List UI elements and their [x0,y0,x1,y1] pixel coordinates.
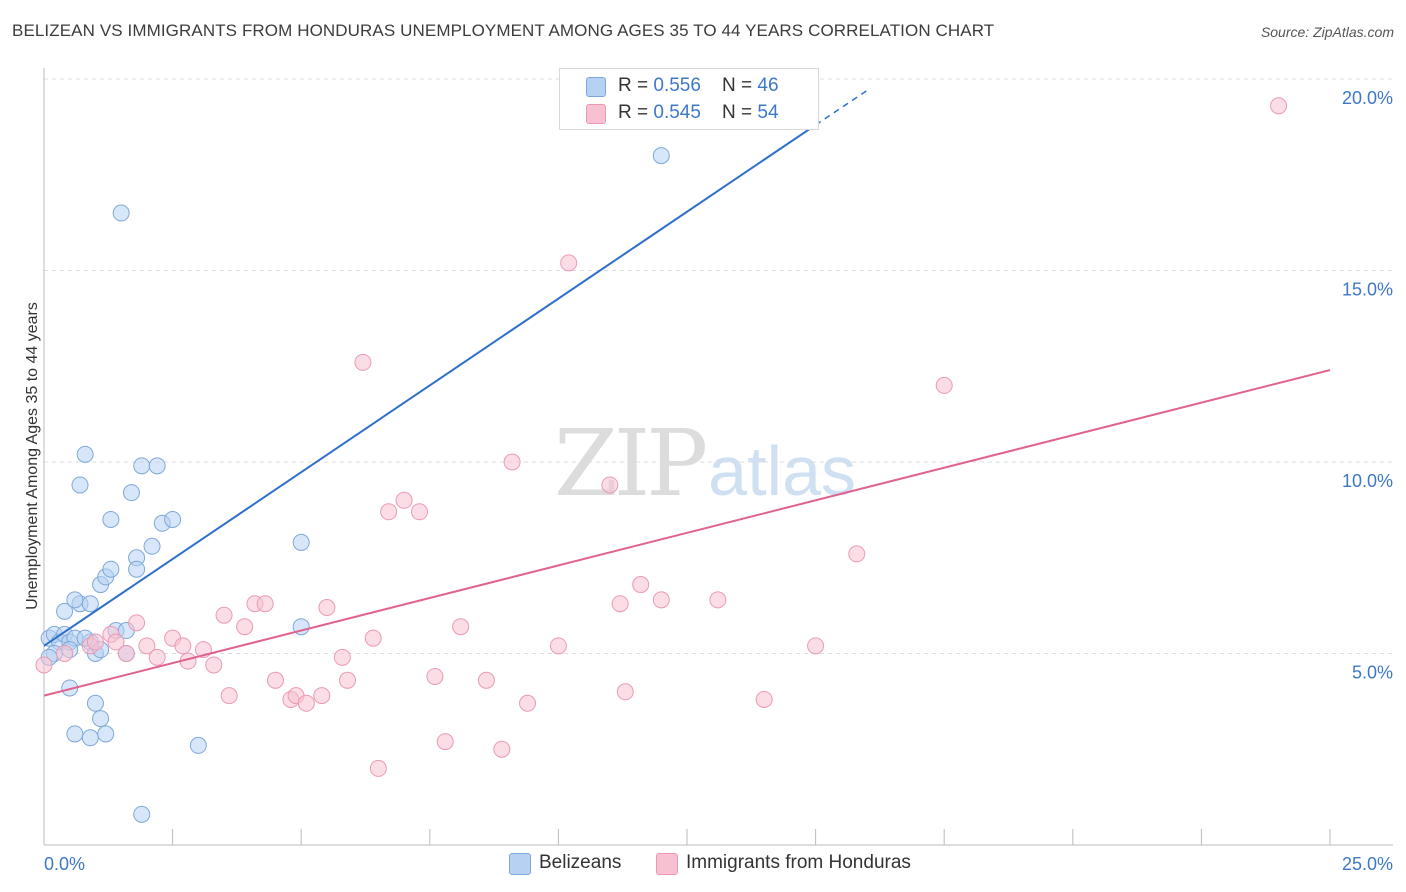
honduras-point [354,353,372,371]
legend-n-label: N = [722,102,758,123]
y-tick-label: 20.0% [1342,88,1393,108]
legend-n-value-honduras: 54 [757,102,779,123]
legend-n-value-belizeans: 46 [757,75,779,96]
belizean-point [189,736,207,754]
honduras-point [807,637,825,655]
source-label: Source: ZipAtlas.com [1260,24,1394,40]
honduras-point [117,645,135,662]
legend-r-value-belizeans: 0.556 [653,75,701,96]
legend-r-label: R = [618,102,654,123]
honduras-point [477,671,495,689]
honduras-point [493,740,511,758]
belizean-point [56,602,74,620]
belizean-point [292,533,310,551]
honduras-point [174,637,192,655]
belizean-point [102,560,120,578]
belizean-point [86,694,104,712]
honduras-point [519,694,537,712]
honduras-point [395,491,413,509]
honduras-point [848,545,866,563]
honduras-point [452,618,470,636]
honduras-point [616,683,634,701]
belizean-point [128,560,146,578]
legend-swatch-belizeans [586,77,606,97]
belizean-point [71,476,89,494]
honduras-point [935,376,953,394]
honduras-point [256,595,274,613]
honduras-point [338,671,356,689]
honduras-point [86,633,104,651]
honduras-point [128,614,146,632]
honduras-point [333,648,351,666]
belizean-point [148,457,166,475]
x-tick-label: 0.0% [44,854,85,874]
honduras-point [426,667,444,685]
belizean-point [652,147,670,165]
honduras-point [220,687,238,705]
honduras-point [411,503,429,521]
honduras-trend-line [43,369,1331,697]
y-axis-label: Unemployment Among Ages 35 to 44 years [24,302,41,610]
bottom-legend-label-honduras: Immigrants from Honduras [686,852,911,873]
belizean-point [122,484,140,502]
belizean-point [133,457,151,475]
belizean-point [102,510,120,528]
legend-r-label: R = [618,75,654,96]
honduras-point [632,576,650,594]
belizean-point [92,710,110,728]
honduras-point [297,694,315,712]
belizean-point [76,445,94,463]
y-tick-label: 10.0% [1342,471,1393,491]
legend-swatch-honduras [586,104,606,124]
honduras-point [560,254,578,272]
honduras-point [138,637,156,655]
honduras-point [755,690,773,708]
belizean-point [143,537,161,555]
honduras-point [503,453,521,471]
belizean-point [133,805,151,823]
honduras-point [313,687,331,705]
belizean-point [81,595,99,613]
honduras-point [236,618,254,636]
honduras-point [549,637,567,655]
watermark-zip: ZIP [554,410,708,517]
honduras-point [1270,97,1288,115]
belizean-point [97,725,115,743]
legend-r-value-honduras: 0.545 [653,102,701,123]
correlation-legend: R = 0.556 N = 46 R = 0.545 N = 54 [559,68,819,130]
honduras-point [380,503,398,521]
legend-n-label: N = [722,75,758,96]
honduras-point [436,733,454,751]
honduras-point [318,599,336,617]
honduras-point [364,629,382,647]
y-tick-label: 15.0% [1342,280,1393,300]
belizean-point [81,729,99,747]
honduras-point [56,645,74,662]
honduras-point [652,591,670,609]
honduras-point [35,656,53,674]
belizean-point [112,204,130,222]
honduras-point [709,591,727,609]
watermark: ZIPatlas [554,410,856,517]
honduras-point [266,671,284,689]
x-tick-label: 25.0% [1342,854,1393,874]
honduras-point [215,606,233,624]
bottom-legend-swatch-belizeans [509,853,531,875]
belizean-trend-line [43,124,817,647]
honduras-point [205,656,223,674]
honduras-point [148,648,166,666]
honduras-point [107,633,125,651]
chart-title: BELIZEAN VS IMMIGRANTS FROM HONDURAS UNE… [12,21,995,40]
y-tick-label: 5.0% [1352,663,1393,683]
honduras-point [601,476,619,494]
belizean-point [66,725,84,743]
honduras-point [611,595,629,613]
honduras-point [369,759,387,777]
bottom-legend-label-belizeans: Belizeans [539,852,622,873]
bottom-legend-swatch-honduras [656,853,678,875]
belizean-point [66,591,84,609]
belizean-point [164,510,182,528]
belizean-trend-extension [815,89,868,126]
